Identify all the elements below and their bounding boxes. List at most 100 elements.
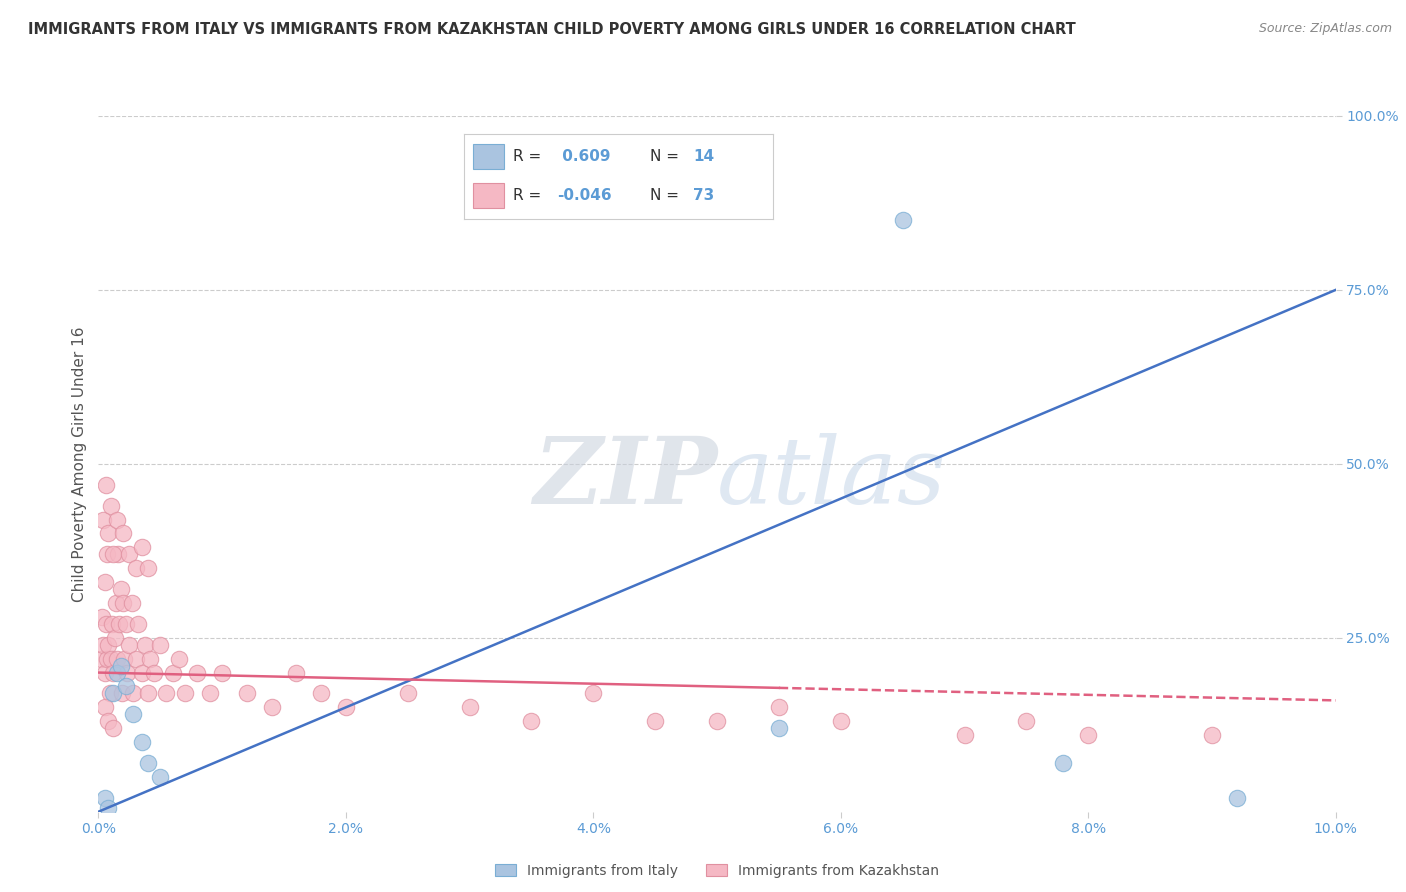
Point	[122, 707, 145, 722]
Point	[149, 638, 172, 652]
Point	[174, 686, 197, 700]
Legend: Immigrants from Italy, Immigrants from Kazakhstan: Immigrants from Italy, Immigrants from K…	[488, 857, 946, 885]
Point	[335, 700, 357, 714]
Point	[100, 651, 122, 665]
Point	[1015, 714, 1038, 729]
Text: 0.609: 0.609	[557, 149, 610, 164]
Point	[115, 665, 138, 680]
Point	[167, 651, 190, 665]
Text: 14: 14	[693, 149, 714, 164]
Point	[127, 616, 149, 631]
Point	[134, 638, 156, 652]
Point	[124, 651, 146, 665]
Point	[90, 651, 112, 665]
Point	[98, 686, 121, 700]
FancyBboxPatch shape	[474, 183, 505, 209]
Point	[124, 561, 146, 575]
Point	[96, 651, 118, 665]
Point	[112, 526, 135, 541]
Text: -0.046: -0.046	[557, 188, 612, 203]
Text: R =: R =	[513, 149, 547, 164]
Point	[1052, 756, 1074, 770]
Point	[93, 700, 115, 714]
Text: Source: ZipAtlas.com: Source: ZipAtlas.com	[1258, 22, 1392, 36]
Point	[101, 616, 124, 631]
Point	[93, 512, 115, 526]
Point	[136, 756, 159, 770]
Point	[93, 638, 115, 652]
Point	[103, 686, 125, 700]
Point	[97, 638, 120, 652]
Point	[93, 790, 115, 805]
Point	[105, 665, 128, 680]
Point	[93, 575, 115, 590]
Point	[131, 541, 153, 555]
Point	[162, 665, 184, 680]
Point	[97, 526, 120, 541]
Point	[104, 596, 127, 610]
Point	[91, 610, 114, 624]
Point	[830, 714, 852, 729]
Point	[97, 801, 120, 815]
Text: IMMIGRANTS FROM ITALY VS IMMIGRANTS FROM KAZAKHSTAN CHILD POVERTY AMONG GIRLS UN: IMMIGRANTS FROM ITALY VS IMMIGRANTS FROM…	[28, 22, 1076, 37]
Point	[100, 499, 122, 513]
Point	[105, 512, 128, 526]
Point	[114, 680, 136, 694]
Point	[891, 213, 914, 227]
Point	[107, 547, 129, 561]
Point	[103, 665, 125, 680]
Point	[112, 651, 135, 665]
Point	[260, 700, 283, 714]
FancyBboxPatch shape	[474, 144, 505, 169]
Point	[136, 561, 159, 575]
Point	[155, 686, 177, 700]
Point	[520, 714, 543, 729]
Point	[94, 616, 117, 631]
Point	[110, 658, 132, 673]
Point	[706, 714, 728, 729]
Point	[143, 665, 166, 680]
Point	[103, 721, 125, 735]
Text: atlas: atlas	[717, 433, 946, 523]
Point	[198, 686, 221, 700]
Point	[122, 686, 145, 700]
Text: N =: N =	[650, 149, 683, 164]
Point	[110, 582, 132, 596]
Point	[112, 596, 135, 610]
Point	[108, 616, 131, 631]
Point	[1201, 728, 1223, 742]
Point	[644, 714, 666, 729]
Point	[768, 700, 790, 714]
Point	[94, 477, 117, 491]
Point	[309, 686, 332, 700]
Point	[396, 686, 419, 700]
Point	[139, 651, 162, 665]
Point	[111, 686, 134, 700]
Point	[96, 547, 118, 561]
Text: R =: R =	[513, 188, 547, 203]
Point	[285, 665, 308, 680]
Point	[97, 714, 120, 729]
Point	[458, 700, 481, 714]
Point	[103, 547, 125, 561]
Point	[1077, 728, 1099, 742]
Text: N =: N =	[650, 188, 683, 203]
Point	[131, 735, 153, 749]
Point	[149, 770, 172, 784]
Y-axis label: Child Poverty Among Girls Under 16: Child Poverty Among Girls Under 16	[72, 326, 87, 601]
Point	[93, 665, 115, 680]
Point	[118, 547, 141, 561]
Point	[236, 686, 259, 700]
Point	[103, 631, 125, 645]
Point	[121, 596, 143, 610]
Point	[114, 616, 136, 631]
Point	[768, 721, 790, 735]
Point	[186, 665, 208, 680]
Point	[118, 638, 141, 652]
Text: 73: 73	[693, 188, 714, 203]
Point	[953, 728, 976, 742]
Point	[1226, 790, 1249, 805]
Point	[582, 686, 605, 700]
Point	[105, 651, 128, 665]
Point	[136, 686, 159, 700]
